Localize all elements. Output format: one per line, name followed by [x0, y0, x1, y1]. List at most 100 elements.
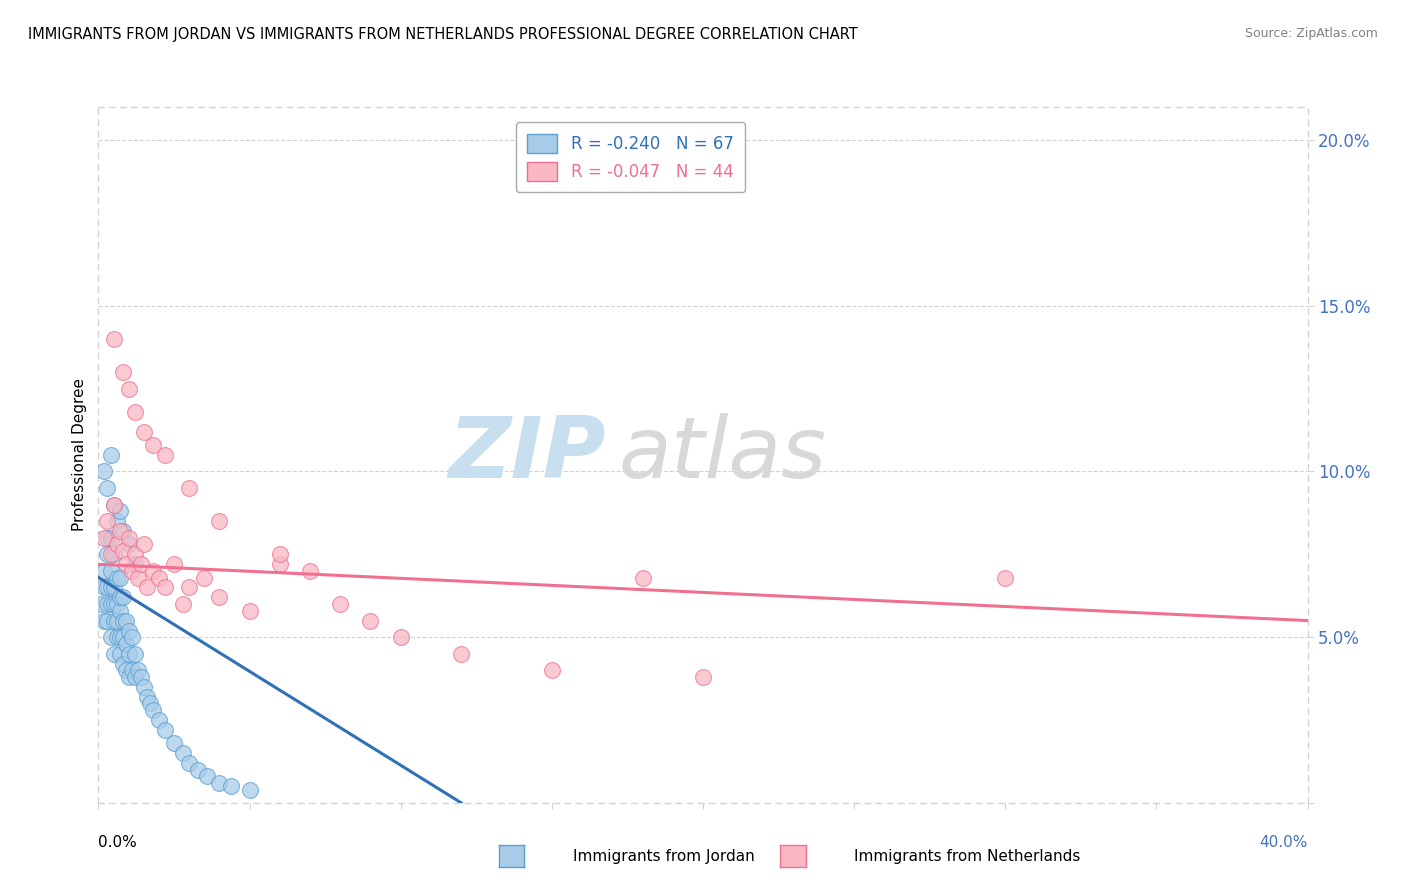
- Point: [239, 782, 262, 797]
- Point: [96, 581, 118, 595]
- Text: atlas: atlas: [619, 413, 827, 497]
- Point: [208, 591, 231, 605]
- Point: [93, 581, 115, 595]
- Point: [103, 581, 125, 595]
- Point: [108, 504, 131, 518]
- Point: [450, 647, 472, 661]
- Point: [103, 498, 125, 512]
- Point: [129, 670, 152, 684]
- Point: [103, 498, 125, 512]
- Point: [105, 537, 128, 551]
- Point: [299, 564, 322, 578]
- Point: [96, 614, 118, 628]
- Point: [105, 614, 128, 628]
- Point: [118, 624, 141, 638]
- Point: [108, 524, 131, 538]
- Point: [100, 547, 122, 561]
- Point: [118, 670, 141, 684]
- Point: [103, 597, 125, 611]
- Point: [389, 630, 412, 644]
- Point: [96, 547, 118, 561]
- Point: [108, 630, 131, 644]
- Point: [100, 581, 122, 595]
- Point: [163, 736, 186, 750]
- Point: [177, 756, 201, 770]
- Point: [127, 663, 149, 677]
- Point: [177, 581, 201, 595]
- Point: [163, 558, 186, 572]
- Point: [114, 558, 136, 572]
- Point: [177, 481, 201, 495]
- Point: [93, 564, 115, 578]
- Point: [135, 581, 157, 595]
- Point: [100, 448, 122, 462]
- Point: [329, 597, 352, 611]
- Text: Source: ZipAtlas.com: Source: ZipAtlas.com: [1244, 27, 1378, 40]
- Point: [269, 558, 291, 572]
- Point: [172, 597, 194, 611]
- Point: [108, 604, 131, 618]
- Point: [142, 703, 165, 717]
- Point: [135, 690, 157, 704]
- Point: [114, 637, 136, 651]
- Point: [100, 597, 122, 611]
- Point: [108, 570, 131, 584]
- Point: [124, 558, 146, 572]
- Point: [540, 663, 562, 677]
- Point: [100, 531, 122, 545]
- Point: [132, 425, 155, 439]
- Point: [124, 670, 146, 684]
- Point: [93, 531, 115, 545]
- Point: [994, 570, 1017, 584]
- Point: [208, 776, 231, 790]
- Point: [105, 630, 128, 644]
- Point: [96, 481, 118, 495]
- Point: [153, 448, 176, 462]
- Point: [239, 604, 262, 618]
- Point: [142, 438, 165, 452]
- Point: [195, 769, 218, 783]
- Point: [124, 647, 146, 661]
- Point: [153, 581, 176, 595]
- Point: [148, 570, 170, 584]
- Point: [118, 647, 141, 661]
- Point: [208, 514, 231, 528]
- Point: [103, 614, 125, 628]
- Point: [132, 537, 155, 551]
- Text: 0.0%: 0.0%: [98, 836, 138, 850]
- Point: [90, 597, 112, 611]
- Point: [105, 597, 128, 611]
- Text: Immigrants from Jordan: Immigrants from Jordan: [534, 849, 755, 863]
- Point: [124, 547, 146, 561]
- Point: [118, 537, 141, 551]
- Point: [142, 564, 165, 578]
- Point: [103, 647, 125, 661]
- Point: [121, 564, 143, 578]
- Point: [105, 570, 128, 584]
- Point: [692, 670, 714, 684]
- Point: [96, 597, 118, 611]
- Point: [118, 382, 141, 396]
- Point: [114, 614, 136, 628]
- Point: [100, 564, 122, 578]
- Point: [118, 531, 141, 545]
- Point: [269, 547, 291, 561]
- Point: [221, 779, 243, 793]
- Point: [93, 614, 115, 628]
- Point: [631, 570, 654, 584]
- Point: [127, 570, 149, 584]
- Point: [93, 465, 115, 479]
- Point: [172, 746, 194, 760]
- Point: [108, 591, 131, 605]
- Point: [148, 713, 170, 727]
- Point: [111, 544, 134, 558]
- Text: IMMIGRANTS FROM JORDAN VS IMMIGRANTS FROM NETHERLANDS PROFESSIONAL DEGREE CORREL: IMMIGRANTS FROM JORDAN VS IMMIGRANTS FRO…: [28, 27, 858, 42]
- Point: [111, 614, 134, 628]
- Point: [132, 680, 155, 694]
- Point: [153, 723, 176, 737]
- Point: [129, 558, 152, 572]
- Point: [111, 365, 134, 379]
- Point: [111, 524, 134, 538]
- Point: [193, 570, 215, 584]
- Text: ZIP: ZIP: [449, 413, 606, 497]
